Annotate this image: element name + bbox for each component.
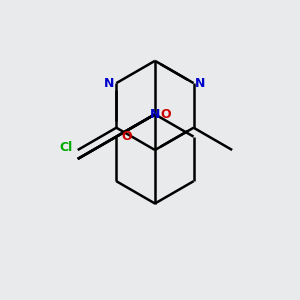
Text: Cl: Cl — [59, 140, 73, 154]
Text: N: N — [104, 76, 115, 90]
Text: N: N — [150, 108, 160, 121]
Text: N: N — [195, 76, 206, 90]
Text: O: O — [121, 130, 132, 143]
Text: O: O — [160, 108, 170, 121]
